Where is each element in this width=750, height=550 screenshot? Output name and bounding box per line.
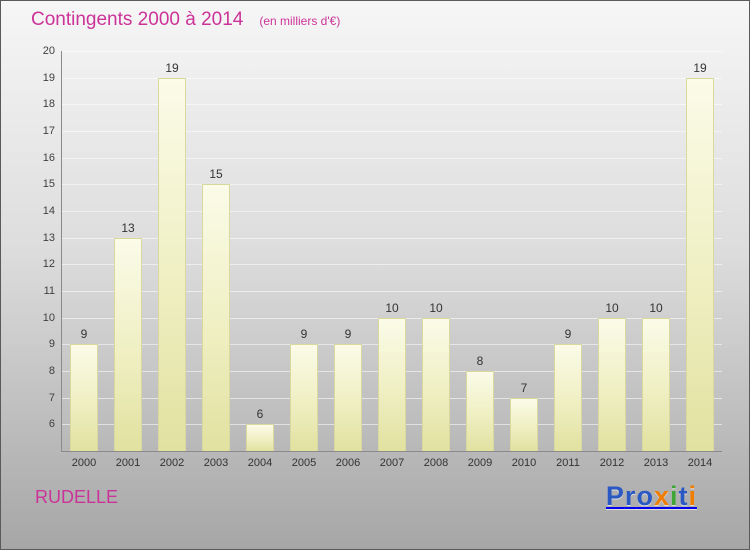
bar-2001 bbox=[114, 237, 142, 451]
chart-subtitle: (en milliers d'€) bbox=[259, 14, 341, 28]
bar-value-label: 19 bbox=[693, 60, 707, 75]
x-axis-tick-label: 2007 bbox=[379, 457, 405, 469]
bar-value-label: 9 bbox=[80, 327, 88, 342]
grid-line bbox=[62, 51, 722, 52]
bar-2010 bbox=[510, 397, 538, 451]
bar-2007 bbox=[378, 317, 406, 451]
y-axis-tick-label: 8 bbox=[48, 365, 55, 377]
bar-2005 bbox=[290, 344, 318, 451]
x-axis-tick-label: 2011 bbox=[556, 457, 580, 469]
chart-header: Contingents 2000 à 2014 (en milliers d'€) bbox=[31, 9, 340, 31]
logo-letter: P bbox=[605, 481, 625, 511]
logo-letter: r bbox=[624, 481, 637, 511]
bar-value-label: 19 bbox=[165, 60, 179, 75]
bar-value-label: 9 bbox=[344, 327, 352, 342]
logo-letter: t bbox=[678, 481, 689, 511]
bar-value-label: 10 bbox=[649, 300, 663, 315]
y-axis-tick-label: 11 bbox=[43, 285, 55, 297]
chart-title: Contingents 2000 à 2014 bbox=[31, 9, 244, 30]
x-axis-tick-label: 2013 bbox=[643, 457, 669, 469]
bar-value-label: 9 bbox=[300, 327, 308, 342]
bar-value-label: 13 bbox=[121, 220, 135, 235]
bar-value-label: 10 bbox=[429, 300, 443, 315]
x-axis-tick-label: 2012 bbox=[599, 457, 625, 469]
x-axis-tick-label: 2005 bbox=[291, 457, 317, 469]
logo-letter: i bbox=[688, 481, 697, 511]
bar-value-label: 7 bbox=[520, 380, 528, 395]
bar-value-label: 6 bbox=[256, 407, 264, 422]
bar-2009 bbox=[466, 371, 494, 451]
bar-2000 bbox=[70, 344, 98, 451]
x-axis-tick-label: 2001 bbox=[115, 457, 141, 469]
y-axis-tick-label: 17 bbox=[42, 125, 55, 137]
bar-value-label: 10 bbox=[605, 300, 619, 315]
bar-2013 bbox=[642, 317, 670, 451]
x-axis-tick-label: 2000 bbox=[71, 457, 97, 469]
x-axis-tick-label: 2006 bbox=[335, 457, 361, 469]
bar-2014 bbox=[686, 77, 714, 451]
bar-chart-plot-area: 6 7 8 9 10 11 12 13 14 15 16 17 18 19 20 9 2000 13 2001 19 2… bbox=[43, 45, 722, 469]
x-axis-tick-label: 2002 bbox=[159, 457, 185, 469]
y-axis-tick-label: 7 bbox=[48, 391, 55, 404]
y-axis-tick-label: 15 bbox=[42, 178, 55, 191]
y-axis-tick-label: 10 bbox=[42, 311, 55, 324]
bar-2004 bbox=[246, 424, 274, 451]
grid-line bbox=[62, 77, 722, 79]
y-axis-tick-label: 18 bbox=[42, 98, 55, 111]
x-axis-tick-label: 2008 bbox=[423, 457, 449, 469]
bar-value-label: 10 bbox=[385, 300, 399, 315]
x-axis-tick-label: 2010 bbox=[511, 457, 537, 469]
proxiti-logo[interactable]: Proxiti bbox=[606, 481, 697, 512]
logo-letter: o bbox=[636, 481, 654, 511]
grid-line bbox=[62, 131, 722, 132]
bar-2011 bbox=[554, 344, 582, 451]
grid-line bbox=[62, 291, 722, 292]
bar-2008 bbox=[422, 317, 450, 451]
x-axis-tick-label: 2009 bbox=[467, 457, 493, 469]
y-axis-tick-label: 12 bbox=[42, 258, 55, 271]
bar-value-label: 8 bbox=[476, 354, 484, 368]
x-axis-tick-label: 2004 bbox=[247, 457, 273, 469]
grid-line bbox=[62, 104, 722, 106]
y-axis-tick-label: 13 bbox=[42, 231, 55, 244]
y-axis-tick-label: 19 bbox=[42, 71, 55, 84]
y-axis-tick-label: 6 bbox=[48, 418, 55, 431]
bar-value-label: 15 bbox=[209, 167, 223, 182]
grid-line bbox=[62, 237, 722, 239]
x-axis-tick-label: 2014 bbox=[687, 457, 713, 469]
y-axis-tick-label: 14 bbox=[42, 205, 55, 217]
bar-2012 bbox=[598, 317, 626, 451]
bar-2006 bbox=[334, 344, 362, 451]
bar-2003 bbox=[202, 184, 230, 451]
grid-line bbox=[62, 157, 722, 159]
logo-letter: x bbox=[653, 481, 670, 511]
grid-line bbox=[62, 211, 722, 212]
y-axis-tick-label: 20 bbox=[42, 45, 55, 57]
grid-line bbox=[62, 184, 722, 186]
location-label: RUDELLE bbox=[35, 487, 119, 507]
grid-line bbox=[62, 264, 722, 266]
y-axis-tick-label: 9 bbox=[48, 338, 55, 351]
y-axis-tick-label: 16 bbox=[42, 151, 55, 164]
x-axis-tick-label: 2003 bbox=[203, 457, 229, 469]
bar-2002 bbox=[158, 77, 186, 451]
logo-letter: i bbox=[669, 481, 679, 511]
bar-value-label: 9 bbox=[564, 327, 572, 342]
